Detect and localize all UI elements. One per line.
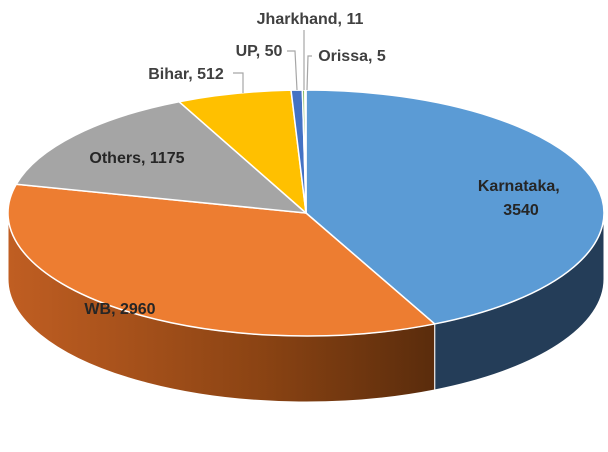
leader-lines — [233, 30, 312, 93]
leader-line-bihar — [233, 72, 244, 93]
pie-slice-orissa — [304, 89, 307, 214]
data-label-others: Others, 1175 — [89, 150, 184, 167]
data-label-karnataka-line1: Karnataka, — [478, 178, 560, 195]
leader-line-orissa — [306, 55, 312, 91]
data-label-up: UP, 50 — [236, 43, 283, 60]
pie-slice-bihar — [178, 89, 307, 214]
pie-slice-others — [15, 100, 307, 214]
data-label-orissa: Orissa, 5 — [318, 48, 386, 65]
data-label-karnataka: Karnataka, 3540 — [478, 178, 564, 219]
data-label-wb: WB, 2960 — [84, 301, 155, 318]
pie-slice-wb — [7, 183, 436, 337]
data-label-jharkhand: Jharkhand, 11 — [257, 11, 364, 28]
pie-slice-karnataka — [305, 89, 605, 325]
data-label-karnataka-line2: 3540 — [503, 202, 539, 219]
data-label-bihar: Bihar, 512 — [148, 66, 224, 83]
leader-line-up — [287, 50, 298, 91]
pie-slices — [7, 89, 605, 337]
